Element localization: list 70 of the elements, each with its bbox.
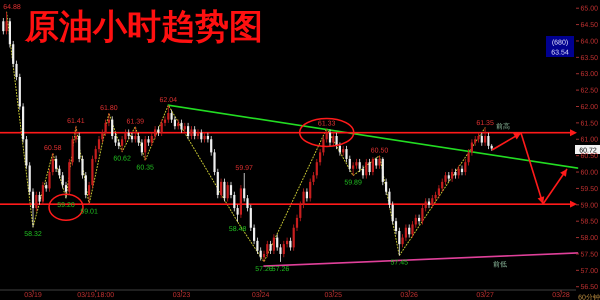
candlestick: [408, 224, 410, 238]
candlestick: [487, 132, 490, 150]
chart-title: 原油小时趋势图: [24, 7, 263, 47]
candlestick: [130, 132, 134, 143]
candlestick: [404, 224, 407, 242]
candlestick: [282, 240, 285, 258]
candlestick: [154, 126, 156, 140]
candlestick: [128, 129, 130, 140]
candlestick: [196, 129, 200, 140]
candlestick: [170, 109, 173, 124]
candlestick: [306, 188, 308, 202]
candlestick: [375, 156, 378, 170]
candlestick: [124, 129, 126, 143]
candlestick: [338, 142, 341, 156]
candlestick: [402, 234, 404, 248]
candlestick: [177, 119, 180, 130]
candlestick: [42, 181, 44, 206]
candlestick: [328, 129, 332, 146]
candlestick: [204, 132, 206, 143]
candlestick: [431, 194, 434, 208]
candlestick: [134, 126, 136, 143]
candlestick: [174, 116, 176, 130]
candlestick: [144, 136, 146, 161]
candlestick: [121, 136, 124, 152]
candlestick: [421, 204, 424, 225]
candlestick: [226, 181, 229, 202]
candlestick: [200, 129, 202, 143]
candlestick: [108, 112, 110, 127]
candlestick: [484, 127, 486, 146]
candlestick: [184, 122, 186, 134]
candlestick: [362, 165, 364, 179]
candlestick: [187, 122, 190, 140]
candlestick: [88, 181, 90, 205]
candlestick: [272, 234, 275, 254]
candlestick: [378, 155, 381, 170]
candlestick: [160, 119, 163, 136]
candlestick: [38, 191, 41, 206]
candlestick: [190, 126, 192, 140]
candlestick: [194, 126, 196, 140]
candlestick: [480, 132, 483, 146]
candlestick: [438, 184, 440, 199]
candlestick: [35, 191, 38, 212]
candlestick: [458, 165, 460, 179]
candlestick: [270, 240, 272, 254]
candlestick: [451, 168, 454, 182]
candlestick: [266, 240, 268, 258]
candlestick: [477, 132, 480, 143]
candlestick: [2, 18, 4, 35]
candlestick: [365, 158, 368, 179]
candlestick: [74, 125, 77, 143]
candlestick: [332, 132, 334, 146]
candlestick: [428, 198, 430, 208]
candlestick: [167, 104, 170, 124]
candlestick: [45, 181, 48, 192]
candlestick: [454, 168, 456, 179]
candlestick: [368, 158, 371, 176]
candlestick: [289, 237, 292, 252]
candlestick: [220, 178, 222, 199]
candlestick: [352, 162, 354, 176]
candlestick: [372, 156, 374, 176]
candlestick: [470, 138, 473, 156]
candlestick: [342, 145, 344, 156]
candlestick: [180, 119, 183, 134]
candlestick: [355, 158, 358, 170]
candlestick: [140, 138, 143, 156]
candlestick: [55, 155, 58, 172]
candlestick: [444, 172, 447, 186]
candlestick: [411, 220, 414, 238]
candlestick: [138, 132, 140, 146]
candlestick: [448, 172, 450, 182]
